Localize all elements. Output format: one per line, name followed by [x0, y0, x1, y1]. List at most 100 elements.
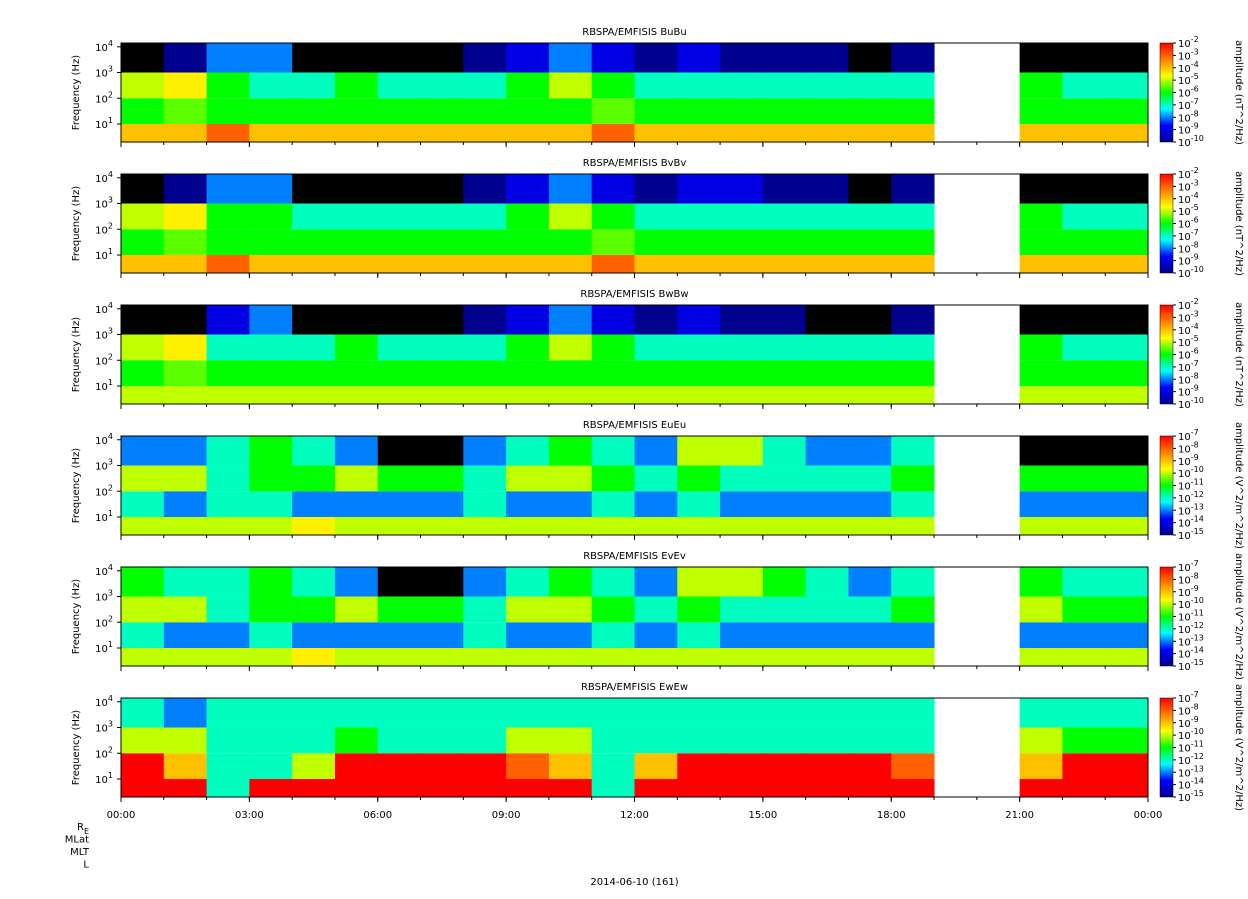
heatmap-cell	[506, 698, 550, 728]
heatmap-cell	[463, 727, 507, 754]
heatmap-cell	[591, 360, 635, 387]
heatmap-cell	[548, 517, 593, 535]
colorbar-tick-label: 10-3	[1178, 47, 1199, 62]
colorbar-tick-label: 10-2	[1178, 35, 1199, 50]
heatmap-cell	[591, 648, 635, 666]
heatmap-cell	[292, 43, 336, 73]
panel-title: RBSPA/EMFISIS BuBu	[582, 27, 686, 38]
heatmap-cell	[720, 229, 764, 256]
heatmap-cell	[206, 43, 250, 73]
colorbar-tick-label: 10-8	[1178, 371, 1199, 386]
heatmap-cell	[463, 229, 507, 256]
heatmap-cell	[548, 255, 593, 273]
heatmap-cell	[1019, 727, 1063, 754]
heatmap-cell	[1019, 567, 1063, 597]
heatmap-cell	[677, 203, 721, 230]
x-tick-label: 21:00	[1005, 810, 1034, 821]
heatmap-cell	[591, 727, 635, 754]
heatmap-cell	[506, 334, 550, 361]
heatmap-cell	[463, 698, 507, 728]
heatmap-cell	[163, 72, 208, 99]
heatmap-cell	[1105, 753, 1149, 780]
heatmap-cell	[1019, 203, 1063, 230]
colorbar-tick-label: 10-8	[1178, 702, 1199, 717]
heatmap-cell	[805, 203, 849, 230]
heatmap-cell	[463, 648, 507, 666]
heatmap-cell	[762, 360, 807, 387]
heatmap-cell	[1019, 779, 1063, 797]
heatmap-cell	[891, 753, 935, 780]
heatmap-cell	[1062, 255, 1106, 273]
heatmap-cell	[677, 305, 721, 335]
heatmap-cell	[1105, 698, 1149, 728]
colorbar-tick-label: 10-10	[1178, 134, 1204, 149]
heatmap-cell	[1062, 779, 1106, 797]
heatmap-cell	[548, 596, 593, 623]
heatmap-cell	[463, 305, 507, 335]
heatmap-cell	[634, 436, 678, 466]
x-tick-label: 00:00	[1134, 810, 1163, 821]
colorbar-label: amplitude (nT^2/Hz)	[1233, 302, 1244, 407]
heatmap-cell	[634, 203, 678, 230]
heatmap-cell	[548, 334, 593, 361]
heatmap-cell	[548, 72, 593, 99]
colorbar-tick-label: 10-14	[1178, 515, 1204, 530]
heatmap-cell	[292, 465, 336, 492]
heatmap-cell	[163, 124, 208, 142]
heatmap-cell	[1062, 98, 1106, 125]
y-tick-label: 102	[95, 745, 113, 760]
heatmap-cell	[591, 779, 635, 797]
heatmap-cell	[805, 72, 849, 99]
heatmap-cell	[249, 727, 293, 754]
heatmap-cell	[249, 779, 293, 797]
heatmap-cell	[762, 727, 807, 754]
heatmap-cell	[377, 648, 422, 666]
heatmap-cell	[1105, 124, 1149, 142]
heatmap-cell	[506, 386, 550, 404]
panel-title: RBSPA/EMFISIS BvBv	[583, 158, 687, 169]
heatmap-cell	[891, 98, 935, 125]
footer-row-label: L	[83, 860, 89, 871]
heatmap-cell	[1105, 465, 1149, 492]
heatmap-cell	[292, 753, 336, 780]
heatmap-cell	[249, 124, 293, 142]
heatmap-cell	[292, 567, 336, 597]
heatmap-cell	[548, 567, 593, 597]
colorbar-label: amplitude (V^2/m^2/Hz)	[1233, 684, 1244, 811]
heatmap-cell	[848, 698, 892, 728]
heatmap-cell	[1062, 491, 1106, 518]
heatmap-cell	[1105, 596, 1149, 623]
heatmap-cell	[420, 622, 464, 649]
heatmap-cell	[548, 622, 593, 649]
heatmap-cell	[463, 567, 507, 597]
heatmap-cell	[249, 43, 293, 73]
heatmap-cell	[762, 72, 807, 99]
heatmap-cell	[249, 174, 293, 204]
heatmap-cell	[1062, 174, 1106, 204]
heatmap-cell	[891, 203, 935, 230]
colorbar-tick-label: 10-12	[1178, 621, 1204, 636]
colorbar-tick-label: 10-4	[1178, 322, 1199, 337]
colorbar-tick-label: 10-7	[1178, 690, 1199, 705]
heatmap-cell	[548, 753, 593, 780]
heatmap-cell	[377, 43, 422, 73]
heatmap-cell	[292, 255, 336, 273]
heatmap-cell	[891, 622, 935, 649]
heatmap-cell	[206, 491, 250, 518]
colorbar-tick-label: 10-14	[1178, 777, 1204, 792]
y-tick-label: 103	[95, 327, 113, 342]
heatmap-cell	[1019, 360, 1063, 387]
heatmap-cell	[121, 698, 165, 728]
heatmap-cell	[891, 334, 935, 361]
heatmap-cell	[1062, 698, 1106, 728]
heatmap-cell	[891, 648, 935, 666]
heatmap-cell	[720, 386, 764, 404]
heatmap-cell	[805, 436, 849, 466]
heatmap-cell	[249, 203, 293, 230]
heatmap-cell	[377, 465, 422, 492]
heatmap-cell	[1105, 491, 1149, 518]
heatmap-cell	[848, 386, 892, 404]
heatmap-cell	[121, 648, 165, 666]
heatmap-cell	[848, 567, 892, 597]
